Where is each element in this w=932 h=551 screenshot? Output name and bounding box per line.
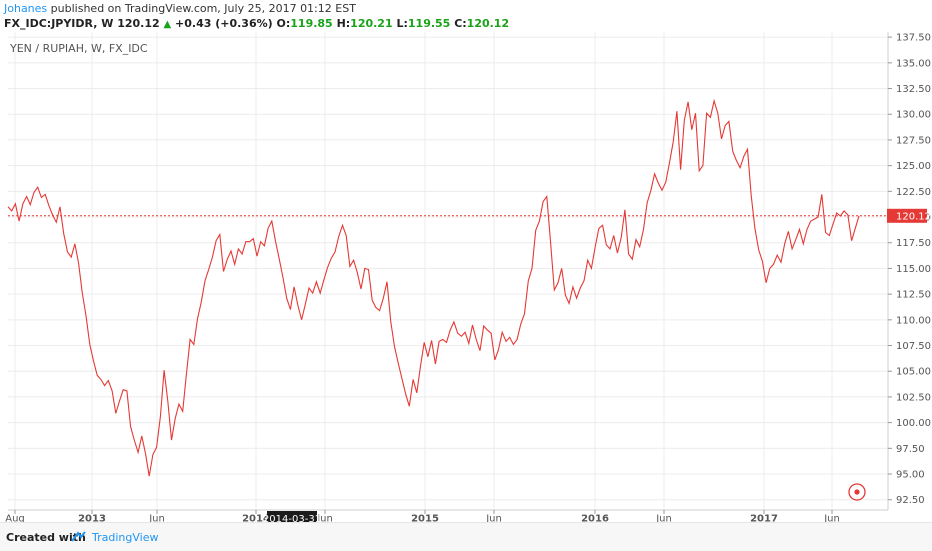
x-tick-label: 2017 [750, 514, 778, 523]
author-link[interactable]: Johanes [4, 2, 48, 15]
record-dot-icon [854, 489, 860, 495]
x-tick-label: 2014 [242, 514, 270, 523]
y-tick-label: 95.00 [896, 470, 925, 481]
y-tick-label: 130.00 [896, 110, 931, 121]
high-value: 120.21 [350, 17, 393, 30]
footer-bar: Created with TradingView [0, 522, 932, 551]
y-tick-label: 102.50 [896, 392, 931, 403]
series-line [7, 98, 860, 477]
x-highlight-bg [267, 511, 317, 522]
high-label: H: [336, 17, 351, 30]
x-tick-label: Jun [823, 514, 840, 523]
chart-header: Johanes published on TradingView.com, Ju… [0, 0, 932, 32]
open-value: 119.85 [290, 17, 333, 30]
symbol-info: FX_IDC:JPYIDR, W 120.12 ▲ +0.43 (+0.36%)… [4, 17, 509, 30]
x-axis: Aug 2013 Jun 2014 Jun 2015 Jun 2016 Jun 2017 Jun [5, 509, 888, 523]
x-tick-label: Jun [655, 514, 672, 523]
y-tick-label: 115.00 [896, 264, 931, 275]
tradingview-link[interactable]: TradingView [92, 531, 159, 544]
chart-grid [8, 32, 888, 510]
x-highlight-label: 2014-03-31 [263, 514, 321, 522]
y-tick-label: 137.50 [896, 33, 931, 44]
y-tick-label: 100.00 [896, 418, 931, 429]
y-tick-label: 92.50 [896, 495, 925, 506]
publish-info: Johanes published on TradingView.com, Ju… [4, 2, 356, 15]
y-tick-label: 110.00 [896, 315, 931, 326]
y-tick-label: 125.00 [896, 161, 931, 172]
low-value: 119.55 [407, 17, 451, 30]
x-tick-label: 2015 [411, 514, 439, 523]
x-tick-label: Aug [5, 514, 25, 523]
close-value: 120.12 [466, 17, 510, 30]
y-axis: 92.50 95.00 97.50 100.00 102.50 105.00 107.50 1… [887, 32, 931, 510]
y-tick-label: 97.50 [896, 444, 925, 455]
open-label: O: [276, 17, 291, 30]
last-price-badge-bg [887, 208, 927, 223]
last-price: 120.12 [117, 17, 160, 30]
symbol-label: FX_IDC:JPYIDR, W [4, 17, 114, 30]
last-price-badge: 120.12 [887, 208, 931, 223]
low-label: L: [396, 17, 408, 30]
x-tick-label: Jun [148, 514, 165, 523]
x-tick-label: Jun [485, 514, 502, 523]
tradingview-cloud-icon[interactable] [68, 529, 88, 543]
last-price-badge-label: 120.12 [896, 211, 931, 222]
x-tick-label: 2016 [581, 514, 609, 523]
y-tick-label: 105.00 [896, 367, 931, 378]
y-tick-label: 107.50 [896, 341, 931, 352]
created-with-label: Created with [6, 531, 86, 544]
up-triangle-icon: ▲ [163, 19, 172, 30]
price-change: +0.43 (+0.36%) [175, 17, 273, 30]
y-tick-label: 117.50 [896, 238, 931, 249]
record-button[interactable] [848, 483, 866, 501]
y-tick-label: 132.50 [896, 84, 931, 95]
x-tick-label: 2013 [78, 514, 106, 523]
x-tick-label: Jun [316, 514, 333, 523]
x-highlight: 2014-03-31 [263, 511, 321, 522]
y-tick-label: 127.50 [896, 135, 931, 146]
y-tick-label: 112.50 [896, 290, 931, 301]
chart-title: YEN / RUPIAH, W, FX_IDC [9, 42, 148, 55]
record-ring-icon [848, 483, 866, 501]
y-tick-label: 135.00 [896, 58, 931, 69]
price-chart[interactable]: 92.50 95.00 97.50 100.00 102.50 105.00 107.50 1… [0, 0, 932, 522]
close-label: C: [454, 17, 467, 30]
y-tick-label: 122.50 [896, 187, 931, 198]
published-text: published on TradingView.com, July 25, 2… [50, 2, 356, 15]
